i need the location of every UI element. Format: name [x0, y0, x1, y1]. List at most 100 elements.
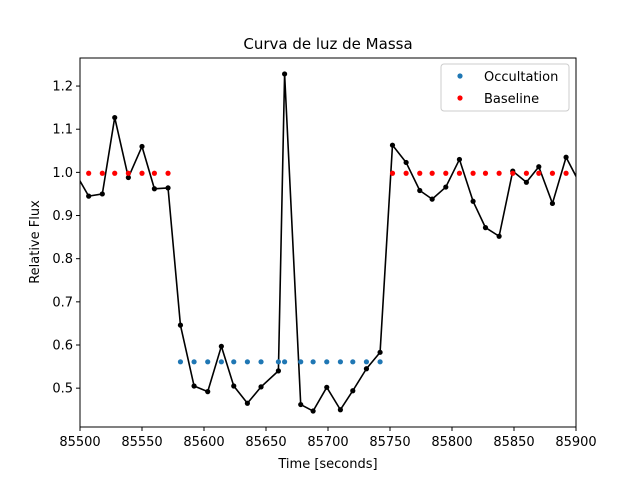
plot-area — [80, 71, 576, 414]
data-point-baseline — [151, 170, 157, 176]
data-point-occultation — [363, 359, 370, 365]
data-point-flux — [177, 322, 184, 328]
data-point-flux — [575, 180, 576, 182]
data-point-flux — [112, 114, 118, 121]
data-point-flux — [310, 408, 316, 414]
data-point-baseline — [86, 170, 92, 176]
data-point-flux — [363, 366, 370, 372]
legend-label-occultation: Occultation — [484, 70, 558, 85]
data-point-occultation — [258, 359, 264, 365]
data-point-flux — [282, 71, 288, 77]
data-point-flux — [86, 193, 92, 199]
data-point-occultation — [282, 359, 288, 365]
x-tick-label: 85900 — [555, 435, 596, 450]
data-point-occultation — [177, 359, 184, 365]
data-point-flux — [125, 174, 131, 181]
x-axis-label: Time [seconds] — [277, 457, 377, 472]
data-point-flux — [377, 349, 383, 355]
data-point-flux — [429, 196, 435, 202]
data-point-occultation — [350, 359, 356, 365]
data-point-baseline — [99, 170, 105, 176]
x-tick-label: 85700 — [307, 435, 348, 450]
y-axis: 0.5 0.6 0.7 0.8 0.9 1.0 1.1 1.2 — [52, 80, 80, 397]
x-tick-label: 85600 — [183, 435, 224, 450]
data-point-occultation — [244, 359, 250, 365]
data-point-baseline — [443, 170, 449, 176]
x-axis: 85500 85550 85600 85650 85700 85750 85800 85850… — [59, 427, 597, 450]
data-point-baseline — [470, 170, 476, 176]
data-point-flux — [456, 156, 463, 163]
data-point-baseline — [125, 170, 131, 176]
data-point-flux — [231, 383, 237, 389]
y-tick-label: 0.7 — [52, 295, 73, 310]
data-point-baseline — [563, 170, 569, 176]
x-tick-label: 85500 — [59, 435, 100, 450]
legend-marker-occultation — [457, 73, 463, 79]
data-point-baseline — [510, 170, 516, 176]
data-point-flux — [417, 187, 423, 194]
data-point-flux — [403, 159, 409, 166]
y-tick-label: 0.9 — [52, 209, 73, 224]
data-point-baseline — [482, 170, 489, 176]
chart-title: Curva de luz de Massa — [243, 35, 412, 53]
data-point-flux — [389, 142, 396, 148]
y-tick-label: 1.2 — [52, 80, 73, 95]
x-tick-label: 85800 — [431, 435, 472, 450]
y-tick-label: 1.1 — [52, 123, 73, 138]
y-tick-label: 1.0 — [52, 166, 73, 181]
y-tick-label: 0.8 — [52, 252, 73, 267]
data-point-baseline — [139, 170, 145, 176]
data-point-baseline — [112, 170, 118, 176]
data-point-baseline — [429, 170, 435, 176]
legend-box — [440, 63, 570, 112]
legend-label-baseline: Baseline — [484, 92, 539, 107]
data-point-occultation — [377, 359, 383, 365]
legend: Occultation Baseline — [440, 63, 570, 112]
data-point-flux — [298, 401, 304, 408]
data-point-flux — [324, 384, 330, 390]
data-point-flux — [258, 384, 264, 390]
data-point-baseline — [456, 170, 463, 176]
data-point-flux — [337, 407, 343, 413]
data-point-baseline — [523, 170, 530, 176]
x-tick-label: 85550 — [121, 435, 162, 450]
x-tick-label: 85650 — [245, 435, 286, 450]
y-axis-label: Relative Flux — [28, 200, 43, 284]
data-point-baseline — [389, 170, 396, 176]
data-point-baseline — [417, 170, 423, 176]
data-point-occultation — [191, 359, 197, 365]
data-point-occultation — [205, 359, 211, 365]
data-point-baseline — [403, 170, 409, 176]
data-point-flux — [275, 368, 281, 374]
data-point-flux — [350, 388, 356, 394]
data-point-occultation — [231, 359, 237, 365]
data-point-flux — [443, 184, 449, 190]
data-point-baseline — [549, 170, 556, 176]
data-point-flux — [99, 191, 105, 197]
data-point-occultation — [218, 359, 224, 365]
data-point-baseline — [496, 170, 502, 176]
data-point-baseline — [536, 170, 542, 176]
x-tick-label: 85750 — [369, 435, 410, 450]
y-tick-label: 0.5 — [52, 382, 73, 397]
data-point-flux — [563, 154, 569, 160]
data-point-flux — [496, 233, 502, 239]
data-point-occultation — [310, 359, 316, 365]
data-point-flux — [205, 389, 211, 395]
data-point-flux — [536, 164, 542, 170]
legend-marker-baseline — [457, 95, 463, 101]
data-point-occultation — [275, 359, 281, 365]
data-point-flux — [151, 186, 157, 192]
y-tick-label: 0.6 — [52, 339, 73, 354]
data-point-flux — [191, 383, 197, 389]
data-point-flux — [218, 343, 224, 349]
plot-frame — [79, 57, 577, 428]
data-point-flux — [523, 179, 530, 185]
data-point-occultation — [324, 359, 330, 365]
data-point-baseline — [165, 170, 171, 176]
data-point-occultation — [337, 359, 343, 365]
data-point-flux — [470, 198, 476, 204]
data-point-flux — [549, 200, 556, 207]
data-point-flux — [139, 143, 145, 150]
